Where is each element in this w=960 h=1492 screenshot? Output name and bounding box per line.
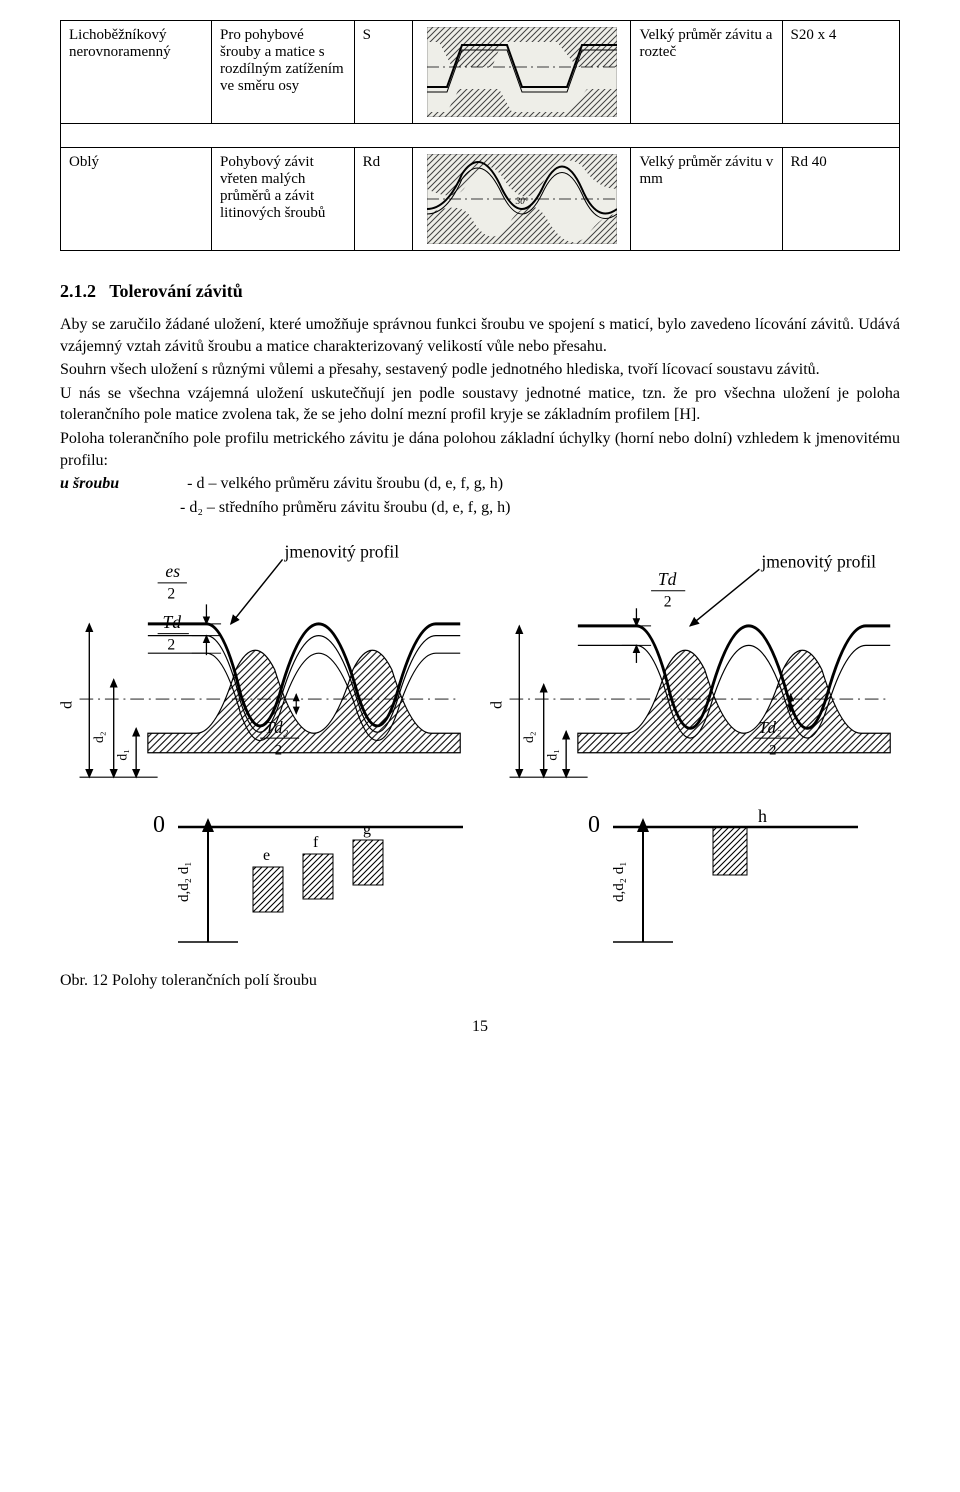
row1-diagram [413, 21, 631, 124]
d2-dim-label-r: d₂ [521, 732, 536, 744]
d2-dim-label: d₂ [91, 732, 106, 744]
page-number: 15 [60, 1018, 900, 1036]
nominal-profile-label-right: jmenovitý profil [760, 552, 876, 572]
row2-name: Oblý [61, 148, 212, 251]
td-top-div: 2 [167, 637, 175, 654]
tolerance-fields-h: 0 d,d₂ d₁ h [538, 802, 868, 952]
d1-dim-label-r: d₁ [544, 749, 559, 761]
row2-dim-label: Velký průměr závitu v mm [631, 148, 782, 251]
td2-div-left: 2 [275, 743, 282, 759]
row2-use: Pohybový závit vřeten malých průměrů a z… [212, 148, 355, 251]
row1-use: Pro pohybové šrouby a matice s rozdílným… [212, 21, 355, 124]
u-sroubu-label: u šroubu [60, 475, 119, 492]
zero-label-right: 0 [588, 812, 600, 838]
td2-frac-label-left: Td₂ [265, 719, 289, 738]
u-sroubu-line1: - d – velkého průměru závitu šroubu (d, … [187, 475, 503, 492]
es-divisor: 2 [167, 586, 175, 603]
row1-name: Lichoběžníkový nerovnoramenný [61, 21, 212, 124]
tolerance-profile-left: jmenovitý profil es 2 Td 2 d d₂ d₁ Td₂ 2 [60, 538, 470, 792]
zero-label-left: 0 [153, 812, 165, 838]
td2-div-right: 2 [769, 743, 776, 759]
paragraph-4: Poloha tolerančního pole profilu metrick… [60, 428, 900, 471]
tolerance-figure-row: jmenovitý profil es 2 Td 2 d d₂ d₁ Td₂ 2 [60, 538, 900, 792]
es-label: es [165, 561, 180, 581]
section-number: 2.1.2 [60, 281, 96, 301]
d-dim-label: d [60, 701, 76, 709]
dd2d1-label-right: d,d₂ d₁ [611, 862, 627, 902]
tolerance-fields-efg: 0 d,d₂ d₁ e f g [93, 802, 473, 952]
row1-symbol: S [354, 21, 413, 124]
u-sroubu-block: u šroubu - d – velkého průměru závitu šr… [60, 473, 900, 495]
row2-diagram: 30° [413, 148, 631, 251]
td-top-label-r: Td [658, 569, 677, 589]
field-g-label: g [363, 821, 371, 838]
field-h-label: h [758, 806, 767, 826]
row2-symbol: Rd [354, 148, 413, 251]
field-e-label: e [263, 847, 270, 864]
round-thread-icon: 30° [427, 154, 617, 244]
dd2d1-label-left: d,d₂ d₁ [176, 862, 192, 902]
buttress-thread-icon [427, 27, 617, 117]
row2-example: Rd 40 [782, 148, 900, 251]
u-sroubu-line2-p: - d₂ – středního průměru závitu šroubu (… [180, 497, 900, 519]
svg-text:30°: 30° [515, 196, 529, 206]
u-sroubu-line2: - d₂ – středního průměru závitu šroubu (… [180, 499, 510, 516]
field-f-label: f [313, 834, 319, 851]
nominal-profile-label-left: jmenovitý profil [284, 542, 400, 562]
table-row: Oblý Pohybový závit vřeten malých průměr… [61, 148, 900, 251]
section-heading: 2.1.2 Tolerování závitů [60, 281, 900, 302]
d-dim-label-r: d [490, 701, 506, 709]
section-title: Tolerování závitů [109, 281, 243, 301]
table-row: Lichoběžníkový nerovnoramenný Pro pohybo… [61, 21, 900, 124]
td-top-label: Td [163, 612, 182, 632]
td2-frac-label-right: Td₂ [758, 719, 782, 738]
tolerance-profile-right: jmenovitý profil Td 2 d d₂ d₁ Td₂ 2 [490, 538, 900, 792]
thread-type-table: Lichoběžníkový nerovnoramenný Pro pohybo… [60, 20, 900, 251]
d1-dim-label: d₁ [114, 749, 129, 761]
row1-dim-label: Velký průměr závitu a rozteč [631, 21, 782, 124]
td-top-div-r: 2 [664, 594, 672, 611]
figure-caption: Obr. 12 Polohy tolerančních polí šroubu [60, 972, 900, 990]
paragraph-3: U nás se všechna vzájemná uložení uskute… [60, 383, 900, 426]
row1-example: S20 x 4 [782, 21, 900, 124]
tolerance-fields-row: 0 d,d₂ d₁ e f g 0 d,d₂ d₁ h [60, 802, 900, 952]
paragraph-1: Aby se zaručilo žádané uložení, které um… [60, 314, 900, 357]
paragraph-2: Souhrn všech uložení s různými vůlemi a … [60, 359, 900, 381]
